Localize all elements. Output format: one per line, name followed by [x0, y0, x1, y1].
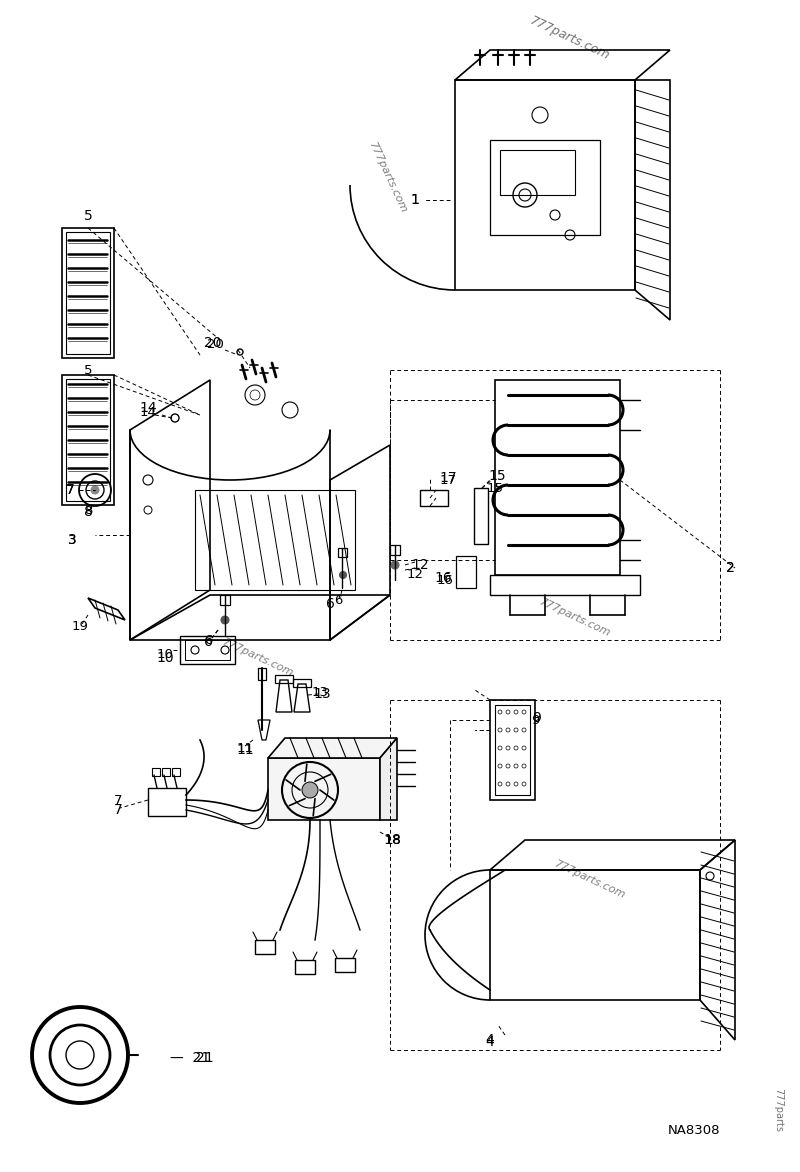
- Text: 777parts.com: 777parts.com: [538, 597, 612, 639]
- Bar: [490, 700, 535, 800]
- Text: 7: 7: [114, 803, 122, 817]
- Bar: [295, 960, 315, 974]
- Circle shape: [91, 486, 99, 495]
- Text: 5: 5: [84, 363, 92, 376]
- Text: 6: 6: [204, 634, 212, 647]
- Text: 16: 16: [437, 573, 454, 586]
- Text: 9: 9: [531, 714, 539, 727]
- Bar: [335, 958, 355, 972]
- Text: —  21: — 21: [170, 1051, 210, 1065]
- Circle shape: [339, 572, 346, 579]
- Text: 17: 17: [439, 471, 457, 485]
- Text: 7: 7: [66, 484, 74, 497]
- Text: 1: 1: [410, 193, 419, 207]
- Bar: [456, 556, 476, 588]
- Text: 2: 2: [726, 561, 734, 575]
- Bar: [420, 490, 448, 506]
- Text: 1: 1: [410, 193, 419, 207]
- Text: 6: 6: [326, 597, 334, 611]
- Text: 11: 11: [236, 743, 254, 757]
- Text: 13: 13: [311, 686, 329, 699]
- Text: 10: 10: [156, 650, 174, 665]
- Bar: [500, 150, 575, 195]
- Bar: [490, 139, 600, 236]
- Circle shape: [391, 561, 399, 568]
- Text: 10: 10: [157, 648, 174, 661]
- Polygon shape: [268, 738, 397, 758]
- Text: 11: 11: [237, 742, 254, 755]
- Text: 6: 6: [334, 593, 342, 606]
- Polygon shape: [380, 738, 397, 820]
- Text: 12: 12: [406, 568, 423, 581]
- Text: 5: 5: [84, 209, 92, 223]
- Bar: [293, 679, 311, 687]
- Bar: [180, 636, 235, 665]
- Bar: [172, 768, 180, 776]
- Text: 15: 15: [488, 469, 506, 483]
- Circle shape: [302, 782, 318, 798]
- Bar: [338, 548, 347, 557]
- Text: 21: 21: [196, 1051, 214, 1065]
- Text: 777parts.com: 777parts.com: [221, 638, 295, 679]
- Text: 15: 15: [486, 482, 503, 495]
- Bar: [495, 706, 530, 795]
- Bar: [255, 940, 275, 954]
- Bar: [474, 488, 488, 544]
- Text: NA8308: NA8308: [668, 1124, 721, 1137]
- Text: 777parts: 777parts: [773, 1088, 783, 1132]
- Text: 3: 3: [68, 533, 76, 546]
- Bar: [66, 379, 110, 500]
- Text: 16: 16: [434, 571, 452, 585]
- Bar: [220, 595, 230, 605]
- Text: 20: 20: [204, 336, 222, 350]
- Text: 8: 8: [84, 504, 92, 517]
- Text: 14: 14: [139, 401, 157, 415]
- Text: 14: 14: [139, 406, 157, 418]
- Text: 8: 8: [83, 505, 93, 519]
- Bar: [62, 229, 114, 357]
- Text: 777parts.com: 777parts.com: [367, 141, 409, 216]
- Text: 12: 12: [411, 558, 429, 572]
- Text: 9: 9: [533, 711, 542, 725]
- Bar: [152, 768, 160, 776]
- Bar: [66, 232, 110, 354]
- Circle shape: [221, 616, 229, 624]
- Text: 2: 2: [726, 561, 734, 575]
- Text: 19: 19: [71, 620, 89, 633]
- Bar: [185, 640, 230, 660]
- Text: 4: 4: [486, 1035, 494, 1049]
- Text: 17: 17: [439, 473, 457, 486]
- Text: 3: 3: [68, 533, 76, 547]
- Text: 4: 4: [486, 1033, 494, 1047]
- Text: 20: 20: [206, 339, 223, 352]
- Text: 6: 6: [203, 635, 213, 649]
- Text: 18: 18: [385, 833, 402, 846]
- Bar: [275, 675, 293, 683]
- Bar: [162, 768, 170, 776]
- Bar: [390, 545, 400, 556]
- Polygon shape: [268, 758, 380, 820]
- Text: 18: 18: [383, 833, 401, 847]
- Text: 777parts.com: 777parts.com: [553, 859, 627, 901]
- Bar: [62, 375, 114, 505]
- Bar: [258, 668, 266, 680]
- Text: 7: 7: [114, 793, 122, 806]
- Bar: [148, 788, 186, 816]
- Text: 7: 7: [66, 483, 74, 497]
- Text: 13: 13: [313, 687, 331, 701]
- Text: 777parts.com: 777parts.com: [528, 14, 612, 62]
